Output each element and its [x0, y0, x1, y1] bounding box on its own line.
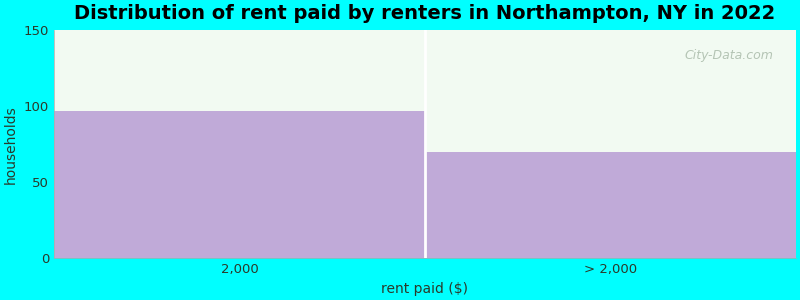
- Text: City-Data.com: City-Data.com: [685, 49, 774, 62]
- X-axis label: rent paid ($): rent paid ($): [382, 282, 468, 296]
- Y-axis label: households: households: [4, 105, 18, 184]
- Title: Distribution of rent paid by renters in Northampton, NY in 2022: Distribution of rent paid by renters in …: [74, 4, 775, 23]
